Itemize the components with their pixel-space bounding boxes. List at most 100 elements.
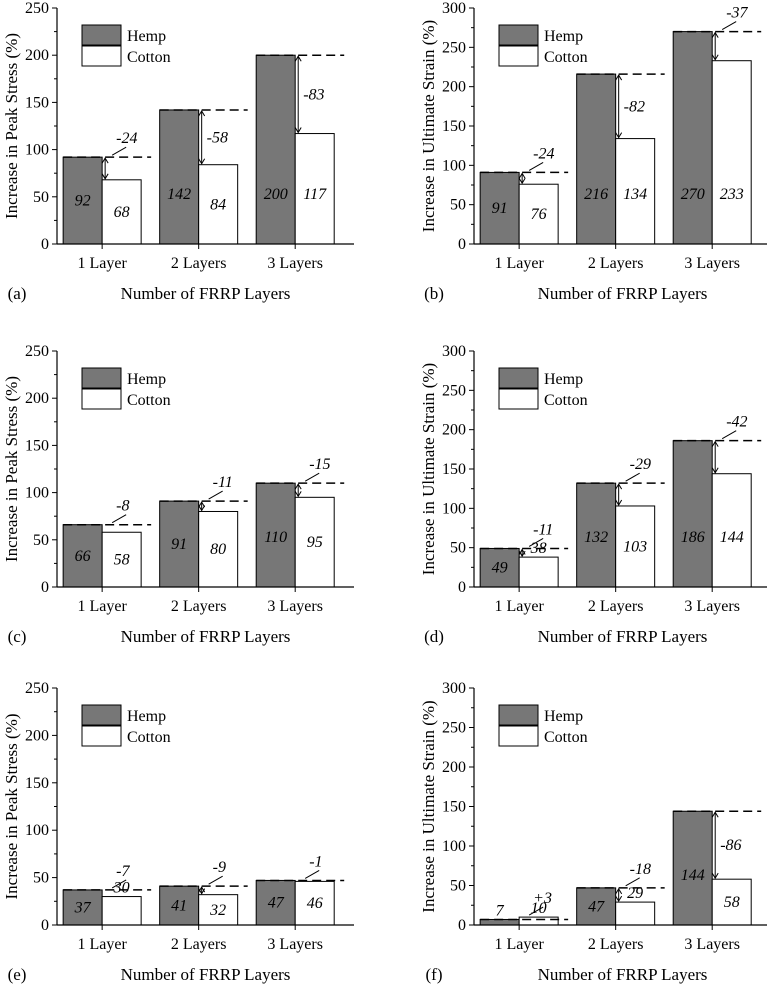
panel-label: (f) bbox=[426, 965, 443, 984]
cotton-bar bbox=[101, 179, 142, 245]
difference-arrow-head bbox=[711, 54, 719, 61]
difference-leader bbox=[304, 472, 320, 482]
cotton-bar bbox=[615, 138, 656, 245]
difference-label: -82 bbox=[624, 98, 645, 115]
difference-arrow-head bbox=[615, 499, 623, 506]
difference-arrow-head bbox=[615, 895, 623, 903]
y-tick-label: 50 bbox=[450, 540, 466, 557]
difference-label: -18 bbox=[630, 861, 651, 878]
y-tick-label: 200 bbox=[442, 759, 466, 776]
y-axis-title: Increase in Ultimate Strain (%) bbox=[419, 363, 438, 575]
difference-arrow-head bbox=[711, 31, 719, 38]
x-axis-title: Number of FRRP Layers bbox=[538, 284, 708, 303]
difference-arrow-head bbox=[294, 483, 302, 490]
hemp-bar bbox=[672, 31, 713, 245]
difference-arrow-head bbox=[615, 74, 623, 81]
legend-hemp-swatch bbox=[498, 704, 539, 726]
y-tick-label: 0 bbox=[458, 579, 466, 596]
difference-arrow-head bbox=[711, 811, 719, 818]
cotton-bar bbox=[615, 901, 656, 926]
y-tick-label: 100 bbox=[25, 142, 49, 159]
cotton-value-label: 95 bbox=[307, 534, 323, 551]
difference-label: -83 bbox=[303, 86, 324, 103]
y-tick-label: 50 bbox=[33, 532, 49, 549]
legend-hemp-swatch bbox=[498, 24, 539, 46]
x-tick-label: 3 Layers bbox=[684, 598, 740, 615]
difference-label: -29 bbox=[630, 456, 651, 473]
hemp-bar bbox=[255, 54, 296, 245]
x-tick-label: 3 Layers bbox=[267, 255, 323, 272]
chart-panel-d: -11 49 38 1 Layer -29 132 103 2 Layers -42 186 144… bbox=[419, 343, 767, 646]
y-tick-label: 0 bbox=[41, 917, 49, 934]
difference-label: -24 bbox=[116, 130, 137, 147]
y-tick-label: 0 bbox=[458, 917, 466, 934]
hemp-value-label: 270 bbox=[681, 186, 705, 203]
x-tick-label: 2 Layers bbox=[171, 598, 227, 615]
chart-panel-f: +3 7 10 1 Layer -18 47 29 2 Layers -86 144 58 3 Lay… bbox=[419, 680, 767, 984]
legend-cotton-label: Cotton bbox=[127, 392, 171, 409]
y-tick-label: 250 bbox=[25, 343, 49, 360]
y-tick-label: 250 bbox=[25, 0, 49, 17]
legend-hemp-label: Hemp bbox=[127, 708, 166, 725]
difference-label: -1 bbox=[309, 853, 322, 870]
difference-arrow-head bbox=[615, 132, 623, 139]
difference-label: -42 bbox=[726, 414, 747, 431]
cotton-value-label: 10 bbox=[531, 900, 547, 917]
difference-leader bbox=[528, 161, 544, 171]
x-tick-label: 3 Layers bbox=[267, 598, 323, 615]
cotton-bar bbox=[711, 60, 752, 245]
legend-hemp-swatch bbox=[81, 704, 122, 726]
legend-cotton-label: Cotton bbox=[544, 729, 588, 746]
difference-arrow-head bbox=[101, 173, 109, 180]
chart-panel-e: -7 37 30 1 Layer -9 41 32 2 Layers -1 47 46 3 Layer… bbox=[2, 680, 354, 984]
legend-cotton-swatch bbox=[498, 388, 539, 410]
y-tick-label: 0 bbox=[41, 236, 49, 253]
difference-arrow-head bbox=[711, 440, 719, 447]
chart-panel-a: -24 92 68 1 Layer -58 142 84 2 Layers -83 200 117 3… bbox=[2, 0, 354, 303]
y-tick-label: 300 bbox=[442, 680, 466, 697]
hemp-bar bbox=[672, 440, 713, 588]
hemp-value-label: 7 bbox=[496, 902, 505, 919]
legend-hemp-swatch bbox=[81, 24, 122, 46]
hemp-bar bbox=[576, 73, 617, 245]
cotton-bar bbox=[101, 896, 142, 926]
legend-hemp-swatch bbox=[498, 367, 539, 389]
y-tick-label: 300 bbox=[442, 343, 466, 360]
x-tick-label: 1 Layer bbox=[494, 598, 544, 615]
difference-label: -58 bbox=[207, 129, 228, 146]
difference-arrow-head bbox=[101, 157, 109, 164]
legend-hemp-label: Hemp bbox=[127, 28, 166, 45]
y-tick-label: 100 bbox=[442, 500, 466, 517]
difference-arrow-head bbox=[518, 177, 526, 185]
x-tick-label: 2 Layers bbox=[171, 255, 227, 272]
y-tick-label: 50 bbox=[450, 197, 466, 214]
hemp-bar bbox=[255, 482, 296, 588]
y-tick-label: 200 bbox=[25, 47, 49, 64]
cotton-bar bbox=[294, 496, 335, 588]
difference-leader bbox=[304, 870, 320, 879]
panel-label: (d) bbox=[424, 627, 444, 646]
y-tick-label: 200 bbox=[25, 727, 49, 744]
difference-arrow-head bbox=[615, 483, 623, 490]
difference-leader bbox=[528, 538, 544, 547]
y-tick-label: 250 bbox=[442, 382, 466, 399]
difference-leader bbox=[721, 430, 737, 440]
cotton-value-label: 58 bbox=[724, 894, 740, 911]
cotton-value-label: 58 bbox=[114, 552, 130, 569]
chart-panel-c: -8 66 58 1 Layer -11 91 80 2 Layers -15 110 95 3 La… bbox=[2, 343, 354, 646]
cotton-bar bbox=[294, 880, 335, 926]
cotton-bar bbox=[711, 473, 752, 588]
legend-hemp-swatch bbox=[81, 367, 122, 389]
hemp-bar bbox=[62, 889, 103, 926]
x-axis-title: Number of FRRP Layers bbox=[121, 284, 291, 303]
legend-hemp-label: Hemp bbox=[544, 708, 583, 725]
difference-label: -24 bbox=[533, 145, 554, 162]
x-tick-label: 2 Layers bbox=[171, 936, 227, 953]
difference-arrow-head bbox=[198, 158, 206, 165]
x-tick-label: 3 Layers bbox=[684, 936, 740, 953]
cotton-value-label: 38 bbox=[530, 540, 547, 557]
x-axis-title: Number of FRRP Layers bbox=[538, 627, 708, 646]
y-tick-label: 250 bbox=[442, 720, 466, 737]
x-axis-title: Number of FRRP Layers bbox=[121, 627, 291, 646]
